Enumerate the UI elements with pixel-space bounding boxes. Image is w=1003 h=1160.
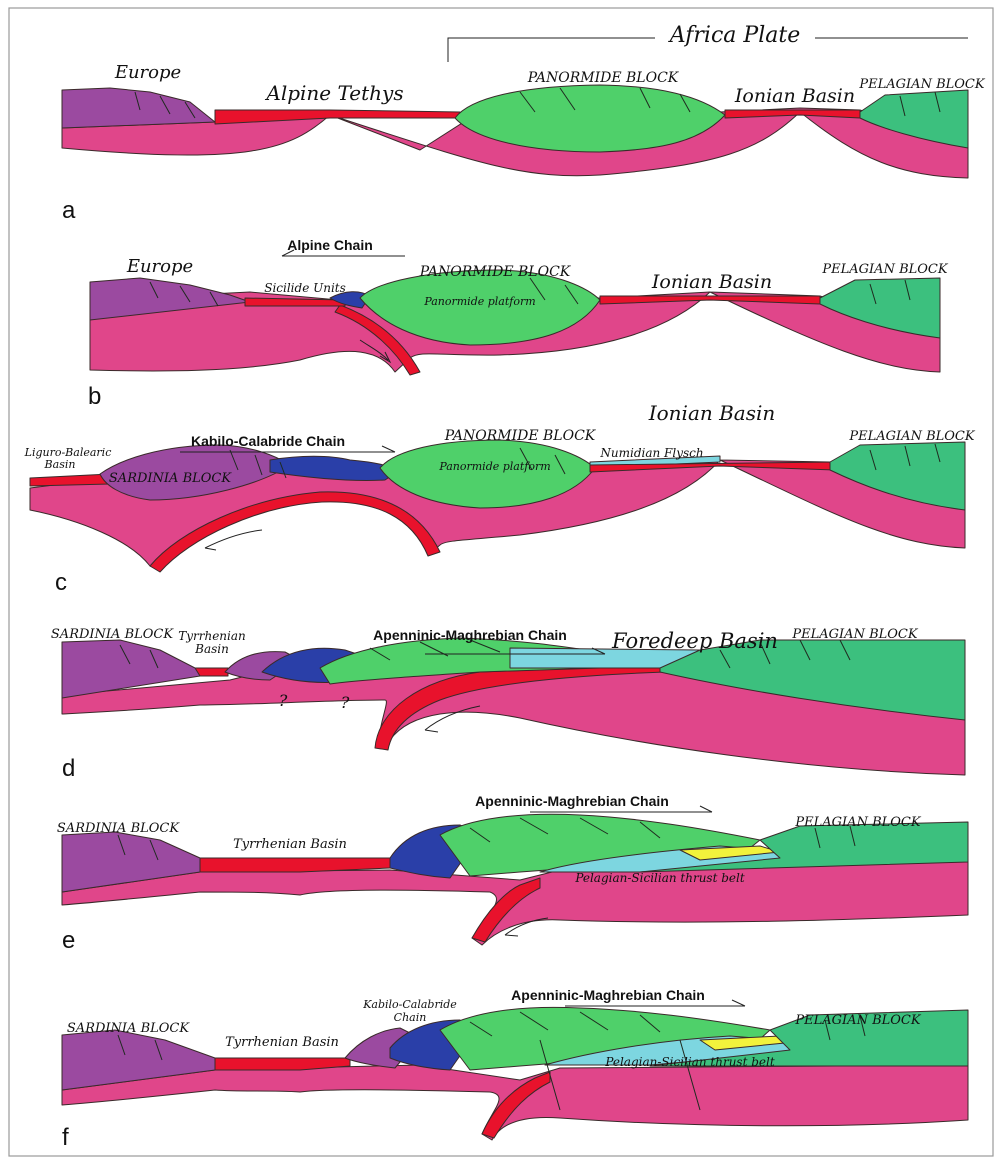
tyrrhenian-ocean (214, 1057, 351, 1071)
label-ionian-basin: Ionian Basin (648, 401, 776, 425)
europe-crust (89, 277, 251, 321)
question-mark-1: ? (279, 691, 288, 710)
label-sardinia-block: SARDINIA BLOCK (51, 627, 174, 642)
alpine-chain-arrow (281, 249, 405, 257)
label-tyrrhenian-basin: Tyrrhenian Basin (233, 837, 347, 852)
label-pelagian-block: PELAGIAN BLOCK (821, 262, 948, 277)
label-ionian-basin: Ionian Basin (734, 85, 855, 107)
panel-a: Africa Plate Europe Alpine Tethys PANORM… (61, 23, 986, 224)
label-pelagian-block: PELAGIAN BLOCK (848, 429, 975, 444)
pelagian-block (639, 821, 969, 873)
pelagian-block (859, 89, 969, 149)
subducting-slab (334, 304, 421, 376)
panel-letter-e: e (62, 927, 75, 954)
fault-lines (117, 1011, 866, 1111)
label-europe: Europe (126, 256, 193, 277)
label-pelagian-block: PELAGIAN BLOCK (794, 815, 921, 830)
fault-lines (119, 639, 851, 669)
label-alpine-chain: Alpine Chain (287, 237, 373, 253)
fault-lines (149, 277, 911, 307)
africa-plate-bracket (447, 37, 968, 62)
apenninic-chain-arrow (565, 999, 746, 1007)
panel-d: SARDINIA BLOCK Tyrrhenian Basin Apennini… (51, 627, 966, 782)
subducting-slab (471, 877, 541, 943)
ionian-ocean (589, 461, 836, 473)
label-sardinia-block: SARDINIA BLOCK (57, 821, 180, 836)
label-panormide-platform: Panormide platform (438, 460, 550, 473)
subducting-slab (481, 1071, 551, 1139)
tethys-ocean (214, 109, 461, 125)
fault-lines (229, 443, 941, 479)
label-panormide-platform: Panormide platform (423, 295, 535, 308)
label-pelagian-sicilian-thrust-belt: Pelagian-Sicilian thrust belt (604, 1055, 775, 1069)
liguro-balearic-ocean (29, 473, 111, 487)
label-ionian-basin: Ionian Basin (651, 271, 772, 293)
panel-e: SARDINIA BLOCK Tyrrhenian Basin Apennini… (57, 793, 969, 954)
subducting-slab (374, 664, 666, 751)
pelagian-block (659, 639, 966, 721)
label-tyrrhenian-basin: Basin (194, 642, 229, 656)
label-panormide-block: PANORMIDE BLOCK (419, 264, 572, 280)
panel-letter-d: d (62, 755, 75, 782)
apenninic-chain-arrow (530, 805, 713, 813)
fault-lines (117, 817, 856, 861)
ionian-ocean (599, 295, 821, 305)
label-foredeep-basin: Foredeep Basin (611, 629, 778, 653)
label-apenninic-maghrebian-chain: Apenninic-Maghrebian Chain (511, 987, 705, 1003)
panel-letter-f: f (62, 1124, 69, 1151)
label-kabilo-calabride: Kabilo-Calabride (362, 998, 457, 1011)
tyrrhenian-ocean (199, 857, 391, 873)
label-pelagian-sicilian-thrust-belt: Pelagian-Sicilian thrust belt (574, 871, 745, 885)
label-tyrrhenian-basin: Tyrrhenian Basin (225, 1035, 339, 1050)
apenninic-chain-arrow (425, 647, 606, 655)
figure-frame (8, 7, 994, 1157)
subduction-arrow (359, 339, 392, 364)
label-sicilide-units: Sicilide Units (264, 281, 346, 295)
label-pelagian-block: PELAGIAN BLOCK (858, 77, 985, 92)
subducting-slab (149, 491, 441, 573)
pelagian-block (819, 277, 941, 339)
ionian-ocean (724, 109, 861, 119)
panel-c: Liguro-Balearic Basin SARDINIA BLOCK Kab… (24, 401, 976, 596)
label-panormide-block: PANORMIDE BLOCK (444, 428, 597, 444)
label-kabilo-calabride-chain: Kabilo-Calabride Chain (191, 433, 345, 449)
label-apenninic-maghrebian-chain: Apenninic-Maghrebian Chain (373, 627, 567, 643)
label-sardinia-block: SARDINIA BLOCK (67, 1021, 190, 1036)
panel-letter-b: b (88, 383, 101, 410)
label-numidian-flysch: Numidian Flysch (599, 446, 703, 460)
label-sardinia-block: SARDINIA BLOCK (109, 471, 232, 486)
kabilo-chain-arrow (180, 445, 396, 453)
label-alpine-tethys: Alpine Tethys (264, 81, 403, 105)
panel-b: Alpine Chain Europe Sicilide Units PANOR… (88, 237, 949, 410)
pelagian-block (829, 441, 966, 511)
label-kabilo-chain: Chain (394, 1011, 427, 1024)
label-tyrrhenian: Tyrrhenian (178, 629, 246, 643)
label-pelagian-block: PELAGIAN BLOCK (794, 1013, 921, 1028)
europe-crust (61, 87, 216, 129)
subduction-arrow (504, 917, 549, 937)
label-europe: Europe (114, 62, 181, 83)
panel-letter-c: c (55, 569, 67, 596)
label-panormide-block: PANORMIDE BLOCK (527, 70, 680, 86)
label-pelagian-block: PELAGIAN BLOCK (791, 627, 918, 642)
label-africa-plate: Africa Plate (668, 23, 800, 48)
sardinia-block (61, 639, 201, 699)
panel-f: SARDINIA BLOCK Tyrrhenian Basin Kabilo-C… (61, 987, 969, 1151)
fault-lines (134, 87, 941, 119)
question-mark-2: ? (341, 693, 350, 712)
label-liguro-balearic: Liguro-Balearic (24, 446, 112, 459)
sicilide-ocean (244, 297, 346, 307)
subduction-arrow (204, 529, 263, 551)
label-apenninic-maghrebian-chain: Apenninic-Maghrebian Chain (475, 793, 669, 809)
pelagian-block (649, 1009, 969, 1067)
label-liguro-basin: Basin (44, 458, 76, 471)
panel-letter-a: a (62, 197, 76, 224)
subduction-arrow (424, 705, 481, 733)
tyrrhenian-ocean (194, 667, 229, 677)
